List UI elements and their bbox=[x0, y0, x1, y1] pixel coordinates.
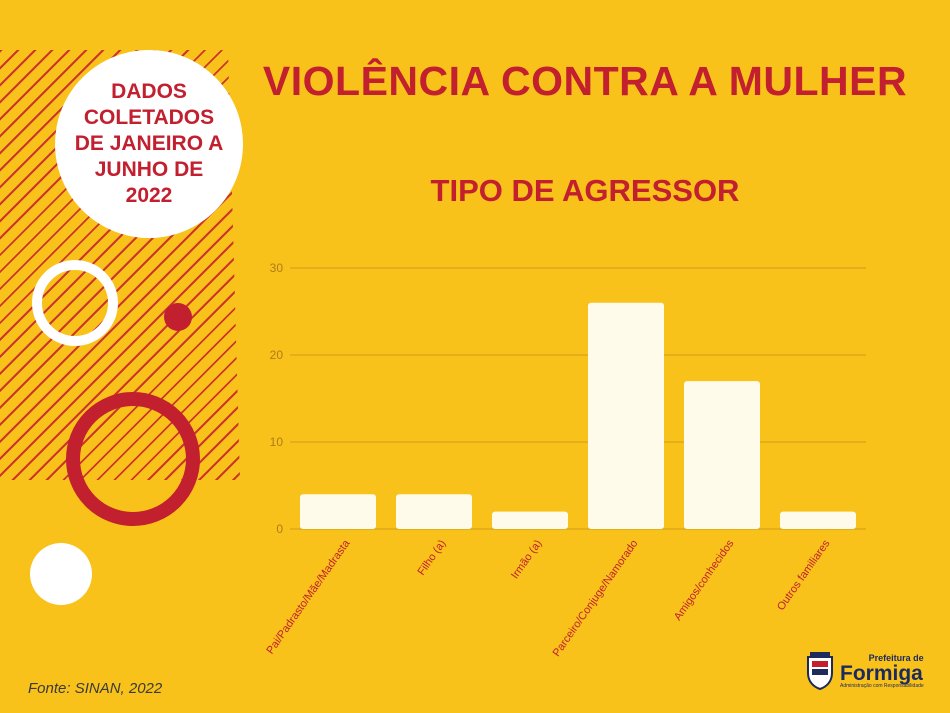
bar bbox=[300, 494, 376, 529]
x-tick-label: Amigos/conhecidos bbox=[672, 537, 737, 622]
y-tick-label: 0 bbox=[276, 522, 283, 536]
y-tick-label: 10 bbox=[270, 435, 284, 449]
logo-name: Formiga bbox=[840, 661, 923, 685]
x-tick-label: Pai/Padrasto/Mãe/Madrasta bbox=[264, 537, 353, 656]
info-badge: DADOS COLETADOS DE JANEIRO A JUNHO DE 20… bbox=[55, 50, 243, 238]
x-tick-label: Outros familiares bbox=[775, 537, 833, 612]
bar bbox=[396, 494, 472, 529]
coat-of-arms-icon bbox=[807, 652, 833, 691]
bar bbox=[588, 302, 664, 529]
logo-top-text: Prefeitura de bbox=[868, 652, 924, 663]
city-logo: Prefeitura de Formiga Administração com … bbox=[804, 648, 934, 694]
x-tick-label: Parceiro/Conjuge/Namorado bbox=[551, 538, 641, 659]
x-tick-label: Irmão (a) bbox=[509, 538, 544, 581]
chart-title: VIOLÊNCIA CONTRA A MULHER bbox=[262, 58, 908, 104]
chart-subtitle: TIPO DE AGRESSOR bbox=[430, 173, 740, 208]
x-tick-label: Filho (a) bbox=[415, 538, 448, 578]
y-tick-label: 20 bbox=[270, 348, 284, 362]
bar bbox=[780, 511, 856, 529]
logo-tagline: Administração com Responsabilidade bbox=[840, 682, 924, 689]
bar bbox=[684, 381, 760, 529]
y-tick-label: 30 bbox=[270, 261, 284, 275]
decorative-red-dot bbox=[164, 303, 192, 331]
info-badge-text: DADOS COLETADOS DE JANEIRO A JUNHO DE 20… bbox=[74, 80, 224, 207]
source-note: Fonte: SINAN, 2022 bbox=[28, 680, 163, 697]
bar bbox=[492, 511, 568, 529]
decorative-white-ring bbox=[32, 260, 118, 346]
decorative-white-dot bbox=[30, 543, 92, 605]
